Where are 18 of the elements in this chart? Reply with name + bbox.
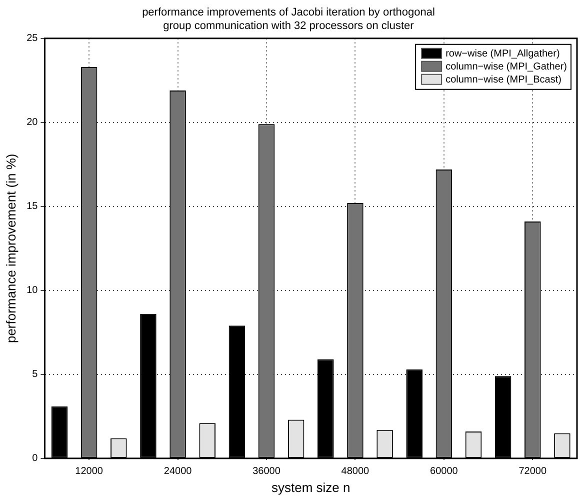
x-tick-label: 36000 [252, 466, 281, 478]
legend-label: column−wise (MPI_Bcast) [446, 74, 562, 86]
x-tick-label: 72000 [518, 466, 547, 478]
x-tick-label: 48000 [341, 466, 370, 478]
y-tick-label: 25 [26, 33, 38, 44]
y-axis-title: performance improvement (in %) [3, 154, 18, 344]
y-tick-label: 0 [32, 453, 38, 464]
y-tick-label: 20 [26, 117, 38, 128]
x-tick-label: 24000 [164, 466, 192, 478]
y-tick-label: 5 [32, 369, 38, 380]
chart-title: performance improvements of Jacobi iteration by orthogonal group communication with 32 processors on cluster [142, 6, 435, 32]
legend-label: column−wise (MPI_Gather) [446, 62, 568, 73]
legend-label: row−wise (MPI_Allgather) [446, 48, 560, 60]
x-axis-title: system size n [271, 480, 350, 495]
x-tick-label: 60000 [430, 466, 458, 478]
y-tick-label: 15 [26, 201, 38, 212]
x-tick-label: 12000 [75, 466, 104, 478]
y-tick-label: 10 [26, 285, 38, 296]
